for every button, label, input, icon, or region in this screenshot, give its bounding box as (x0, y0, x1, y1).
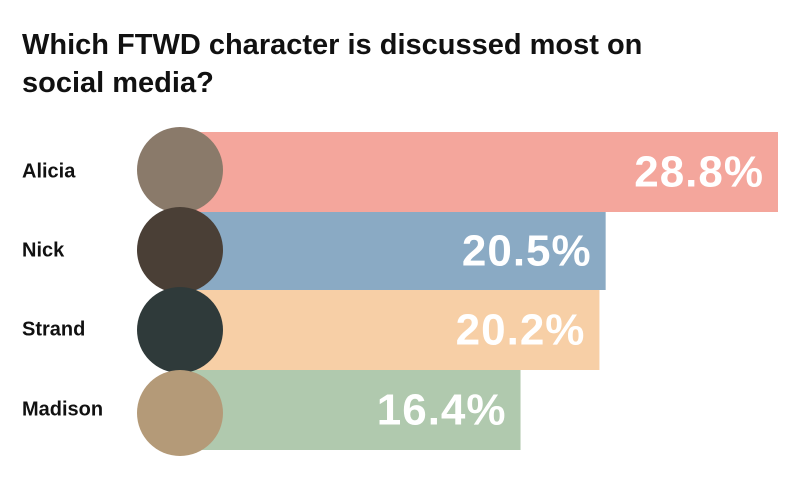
category-label: Alicia (22, 160, 76, 182)
avatar (137, 287, 223, 373)
chart-title: Which FTWD character is discussed most o… (22, 29, 643, 99)
avatars (137, 127, 223, 456)
value-label: 20.5% (462, 227, 592, 276)
bar (180, 132, 778, 212)
category-label: Nick (22, 239, 65, 261)
bar (180, 370, 521, 450)
value-label: 28.8% (634, 148, 764, 197)
value-label: 20.2% (456, 306, 586, 355)
avatar (137, 370, 223, 456)
bars (180, 132, 778, 450)
avatar (137, 127, 223, 213)
value-label: 16.4% (377, 386, 507, 435)
bar (180, 290, 600, 370)
category-label: Madison (22, 398, 103, 420)
category-label: Strand (22, 318, 85, 340)
bar (180, 212, 606, 290)
avatar (137, 207, 223, 293)
